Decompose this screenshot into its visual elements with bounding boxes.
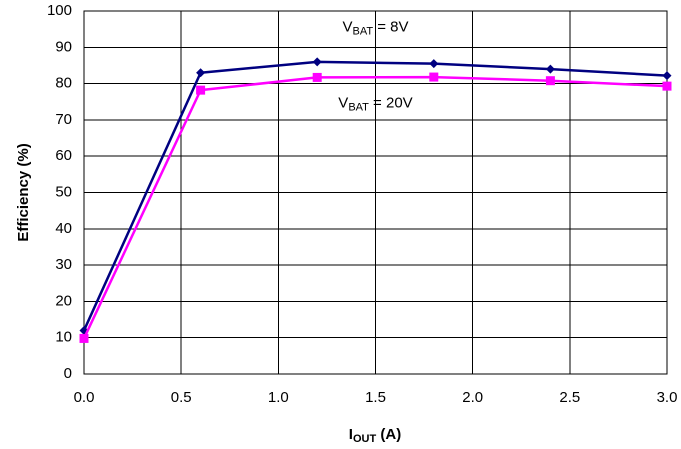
y-tick-label: 50 <box>55 183 72 200</box>
y-tick-label: 70 <box>55 111 72 128</box>
annotation-subscript: BAT <box>348 101 369 113</box>
series-2-line <box>82 75 669 340</box>
series-1-point <box>312 57 322 67</box>
x-axis-title: IOUT (A) <box>349 426 401 445</box>
series-2-point <box>79 333 89 343</box>
annotation-main: V <box>338 95 348 112</box>
series-2-point <box>662 81 672 91</box>
series-1-point <box>196 68 206 78</box>
annotation-tail: = 8V <box>373 18 408 35</box>
y-tick-label: 30 <box>55 256 72 273</box>
x-tick-label: 1.5 <box>365 389 386 406</box>
series-2-point <box>545 76 555 86</box>
annotation-tail: = 20V <box>369 95 413 112</box>
y-axis-title: Efficiency (%) <box>15 143 32 241</box>
y-tick-label: 0 <box>64 365 72 382</box>
series-2-point <box>312 72 322 82</box>
annotation-main: V <box>342 18 352 35</box>
y-tick-label: 80 <box>55 75 72 92</box>
y-tick-label: 20 <box>55 292 72 309</box>
grid-layer <box>84 11 667 374</box>
y-tick-label: 100 <box>47 2 72 19</box>
series-2-point <box>196 85 206 95</box>
series-1-point <box>545 64 555 74</box>
tick-label-layer: 0 10 20 30 40 50 60 70 80 90 100 0.0 0.5 1.0 1.5 2.0 2.5… <box>47 2 677 406</box>
y-tick-label: 10 <box>55 329 72 346</box>
plot-area-frame <box>83 10 668 375</box>
series-2-point <box>429 72 439 82</box>
x-tick-label: 2.0 <box>462 389 483 406</box>
series-layer <box>79 57 672 343</box>
series-1-annotation: VBAT = 8V <box>342 18 408 37</box>
y-tick-label: 90 <box>55 38 72 55</box>
x-axis-title-tail: (A) <box>376 426 401 443</box>
series-1-line <box>82 60 669 332</box>
x-tick-label: 0.0 <box>74 389 95 406</box>
x-axis-title-main: I <box>349 426 353 443</box>
series-1-point <box>662 71 672 81</box>
x-tick-label: 2.5 <box>559 389 580 406</box>
series-2-annotation: VBAT = 20V <box>338 95 412 114</box>
x-tick-label: 0.5 <box>171 389 192 406</box>
x-axis-title-subscript: OUT <box>353 433 377 445</box>
x-tick-label: 1.0 <box>268 389 289 406</box>
y-tick-label: 60 <box>55 147 72 164</box>
x-tick-label: 3.0 <box>657 389 678 406</box>
y-tick-label: 40 <box>55 220 72 237</box>
annotation-subscript: BAT <box>352 25 373 37</box>
series-1-point <box>429 59 439 69</box>
